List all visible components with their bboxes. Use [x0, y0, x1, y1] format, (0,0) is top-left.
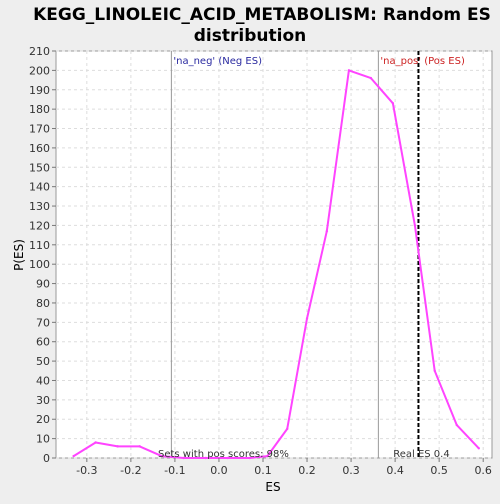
- data-point: [182, 456, 185, 460]
- x-tick-label: 0.4: [386, 464, 404, 477]
- reference-line-label: Real ES 0.4: [393, 449, 449, 460]
- y-tick-label: 60: [36, 336, 50, 349]
- x-tick-label: -0.3: [76, 464, 97, 477]
- data-point: [413, 224, 417, 227]
- reference-line-label: 'na_pos' (Pos ES): [380, 56, 465, 67]
- x-axis-label: ES: [265, 480, 280, 494]
- y-tick-label: 140: [29, 181, 50, 194]
- y-tick-label: 160: [29, 142, 50, 155]
- ticks: 0 10 20 30 40 50 60 70 80 90 100 110 120 130 140 150 160…: [29, 45, 492, 477]
- data-point: [266, 454, 269, 458]
- data-point: [391, 102, 395, 105]
- data-point: [347, 69, 351, 72]
- x-tick-label: -0.2: [120, 464, 141, 477]
- pos-scores-annotation: Sets with pos scores: 98%: [158, 449, 289, 460]
- y-tick-label: 30: [36, 394, 50, 407]
- reference-lines: 'na_neg' (Neg ES) 'na_pos' (Pos ES) Real E…: [170, 51, 465, 460]
- data-point: [204, 456, 207, 460]
- data-point: [325, 230, 329, 233]
- data-point: [305, 317, 309, 320]
- data-point: [94, 441, 97, 444]
- reference-line-label: 'na_neg' (Neg ES): [173, 56, 262, 67]
- data-point: [455, 423, 458, 427]
- x-tick-label: 0.6: [474, 464, 492, 477]
- y-tick-label: 100: [29, 258, 50, 271]
- y-tick-label: 70: [36, 316, 50, 329]
- x-tick-label: 0.0: [210, 464, 228, 477]
- data-point: [116, 445, 119, 448]
- y-tick-label: 180: [29, 103, 50, 116]
- plot-area: [55, 50, 493, 459]
- data-point: [433, 369, 436, 372]
- data-point: [226, 456, 229, 460]
- x-tick-label: 0.3: [342, 464, 360, 477]
- y-axis-label: P(ES): [12, 239, 26, 271]
- data-point: [248, 456, 251, 460]
- y-tick-label: 40: [36, 374, 50, 387]
- y-tick-label: 210: [29, 45, 50, 58]
- y-tick-label: 190: [29, 84, 50, 97]
- data-point: [138, 445, 141, 448]
- y-tick-label: 150: [29, 161, 50, 174]
- y-tick-label: 130: [29, 200, 50, 213]
- y-tick-label: 110: [29, 239, 50, 252]
- y-tick-label: 200: [29, 64, 50, 77]
- y-tick-label: 120: [29, 219, 50, 232]
- chart-title-line-2: distribution: [194, 26, 306, 46]
- es-distribution-line: [73, 69, 480, 459]
- chart-title-line-1: KEGG_LINOLEIC_ACID_METABOLISM: Random ES: [33, 5, 491, 25]
- x-tick-label: -0.1: [164, 464, 185, 477]
- x-tick-label: 0.1: [254, 464, 272, 477]
- y-tick-label: 170: [29, 123, 50, 136]
- y-tick-label: 90: [36, 278, 50, 291]
- x-tick-label: 0.5: [430, 464, 448, 477]
- data-point: [369, 76, 373, 80]
- y-tick-label: 10: [36, 433, 50, 446]
- data-point: [477, 447, 480, 450]
- y-tick-label: 50: [36, 355, 50, 368]
- x-tick-label: 0.2: [298, 464, 316, 477]
- data-point: [286, 427, 289, 431]
- data-point: [160, 454, 163, 458]
- y-tick-label: 0: [43, 452, 50, 465]
- grid: [56, 50, 492, 459]
- y-tick-label: 80: [36, 297, 50, 310]
- series-layer: [72, 69, 480, 460]
- data-point: [72, 454, 75, 458]
- y-tick-label: 20: [36, 413, 50, 426]
